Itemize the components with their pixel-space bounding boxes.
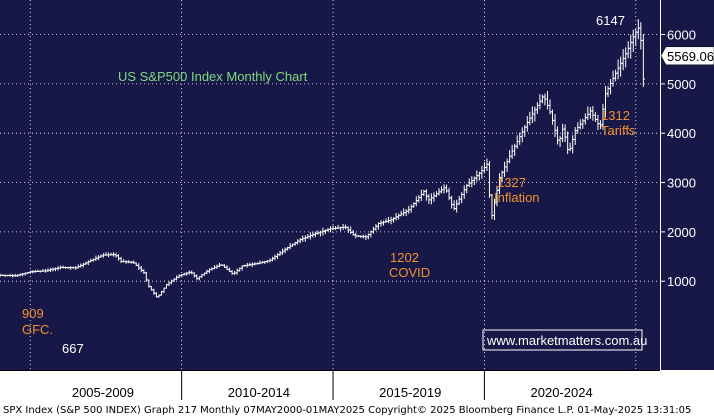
grid-lines — [0, 0, 660, 370]
annotation-covid-label: COVID — [389, 265, 430, 280]
annotation-peak-value: 6147 — [596, 13, 625, 28]
y-tick-label-1000: 1000 — [667, 274, 696, 289]
annotation-inflation-value: 1327 — [497, 175, 526, 190]
price-candles — [0, 19, 645, 298]
y-tick-label-5000: 5000 — [667, 77, 696, 92]
plot-area — [0, 0, 660, 370]
annotation-gfc-value: 909 — [22, 306, 44, 321]
last-price-box — [660, 46, 714, 66]
annotation-tariffs-label: Tariffs — [601, 123, 636, 138]
x-period-label-0: 2005-2009 — [72, 385, 134, 400]
x-period-label-2: 2015-2019 — [379, 385, 441, 400]
footer-caption: SPX Index (S&P 500 INDEX) Graph 217 Mont… — [3, 405, 691, 416]
annotation-gfc-label: GFC. — [22, 322, 53, 337]
y-tick-label-4000: 4000 — [667, 126, 696, 141]
annotation-tariffs-value: 1312 — [601, 108, 630, 123]
y-tick-label-3000: 3000 — [667, 176, 696, 191]
annotation-covid-value: 1202 — [390, 250, 419, 265]
watermark-box: www.marketmatters.com.au — [482, 329, 647, 351]
candle-255 — [641, 34, 645, 87]
x-period-label-3: 2020-2024 — [531, 385, 593, 400]
annotation-low-value: 667 — [62, 341, 84, 356]
x-axis: 2005-2009 2010-2014 2015-2019 2020-2024 — [0, 370, 660, 400]
y-tick-label-6000: 6000 — [667, 28, 696, 43]
y-tick-label-2000: 2000 — [667, 225, 696, 240]
chart-title: US S&P500 Index Monthly Chart — [118, 69, 308, 84]
watermark-frame — [482, 329, 643, 351]
annotations: 909 GFC. 667 1202 COVID 1327 Inflation 1… — [22, 13, 636, 356]
annotation-inflation-label: Inflation — [494, 190, 540, 205]
last-price-value: 5569.06 — [667, 49, 714, 64]
x-period-label-1: 2010-2014 — [228, 385, 290, 400]
watermark-text: www.marketmatters.com.au — [486, 333, 647, 348]
last-price-label: 5569.06 — [660, 46, 714, 66]
